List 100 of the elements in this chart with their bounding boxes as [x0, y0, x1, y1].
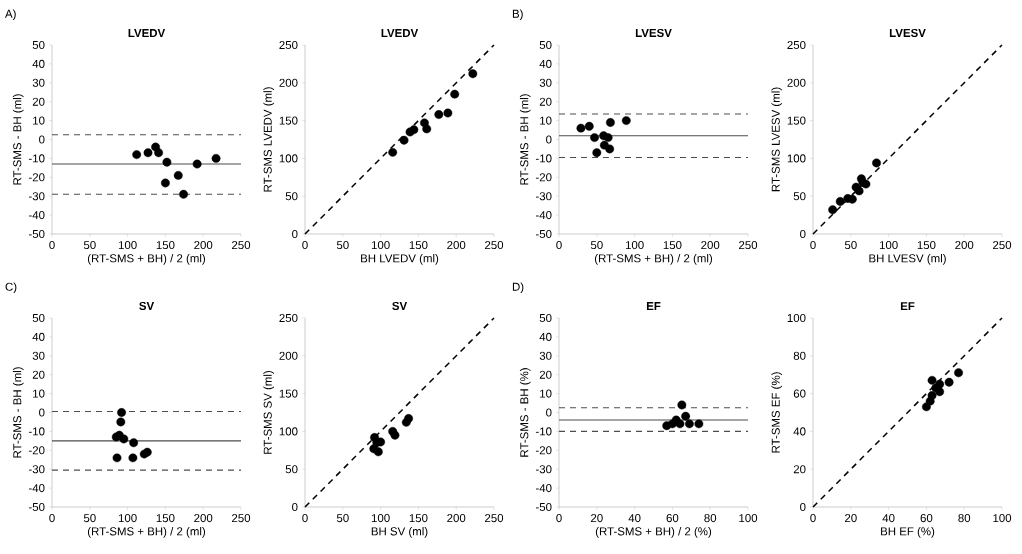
- text: B): [512, 9, 523, 21]
- y-tick-label: 0: [546, 408, 552, 417]
- y-axis-title: RT-SMS LVEDV (ml): [263, 87, 275, 192]
- y-tick-label: 50: [793, 192, 806, 201]
- x-tick-label: 50: [336, 241, 349, 250]
- x-tick-label: 100: [993, 514, 1012, 523]
- x-tick-label: 250: [993, 241, 1012, 250]
- y-tick-label: 30: [539, 351, 552, 360]
- x-axis-title: (RT-SMS + BH) / 2 (ml): [87, 253, 206, 265]
- y-tick-label: 10: [540, 116, 552, 125]
- x-tick-label: 0: [810, 514, 816, 523]
- chart-title: LVESV: [635, 28, 672, 37]
- text: D): [512, 282, 524, 294]
- y-axis-title: RT-SMS - BH (%): [519, 368, 531, 457]
- y-tick-label: 100: [787, 313, 806, 323]
- x-axis-title: BH LVEDV (ml): [361, 253, 439, 265]
- y-tick-label: -40: [535, 211, 552, 220]
- x-tick-label: 200: [194, 241, 213, 250]
- text: A): [5, 9, 16, 21]
- y-tick-label: -10: [535, 427, 552, 436]
- y-tick-label: 200: [787, 78, 806, 87]
- x-tick-label: 80: [704, 514, 717, 523]
- x-tick-label: 250: [739, 241, 758, 250]
- y-axis-title: RT-SMS - BH (ml): [12, 94, 24, 185]
- x-tick-label: 80: [958, 514, 971, 523]
- y-tick-label: 50: [285, 465, 298, 474]
- y-tick-label: 20: [539, 97, 552, 106]
- y-tick-label: 0: [39, 408, 45, 417]
- x-tick-label: 40: [628, 514, 641, 523]
- x-tick-label: 250: [485, 514, 504, 523]
- y-tick-label: -40: [28, 211, 45, 220]
- y-tick-label: -10: [535, 154, 552, 163]
- y-tick-label: 0: [546, 135, 552, 144]
- x-tick-label: 0: [302, 514, 308, 523]
- y-tick-label: 100: [279, 154, 298, 163]
- x-axis-title: (RT-SMS + BH) / 2 (ml): [87, 526, 206, 538]
- x-tick-label: 20: [845, 514, 857, 523]
- y-tick-label: -50: [535, 502, 552, 512]
- y-axis-title: RT-SMS LVESV (ml): [771, 87, 783, 192]
- x-tick-label: 50: [590, 241, 603, 250]
- x-tick-label: 50: [336, 514, 349, 523]
- x-tick-label: 20: [591, 514, 603, 523]
- chart-title: EF: [646, 302, 661, 310]
- x-tick-label: 0: [810, 241, 816, 250]
- y-tick-label: 150: [787, 116, 806, 125]
- x-axis-title: BH LVESV (ml): [869, 253, 946, 265]
- x-tick-label: 50: [83, 241, 96, 250]
- x-tick-label: 200: [955, 241, 974, 250]
- y-tick-label: 150: [279, 389, 298, 398]
- x-tick-label: 150: [663, 241, 682, 250]
- x-tick-label: 200: [701, 241, 720, 250]
- x-tick-label: 100: [118, 514, 137, 523]
- y-tick-label: 40: [539, 332, 552, 341]
- y-tick-label: 30: [32, 78, 45, 87]
- y-tick-label: -50: [535, 229, 552, 239]
- y-tick-label: 50: [32, 40, 45, 50]
- y-tick-label: 20: [539, 370, 552, 379]
- x-tick-label: 200: [194, 514, 213, 523]
- y-tick-label: 40: [32, 59, 45, 68]
- x-tick-label: 100: [739, 514, 758, 523]
- chart-title: LVEDV: [128, 29, 166, 37]
- y-tick-label: -20: [28, 446, 45, 455]
- y-tick-label: 150: [279, 116, 298, 125]
- y-tick-label: 80: [793, 351, 806, 360]
- y-axis-title: RT-SMS - BH (ml): [519, 94, 531, 185]
- text: C): [5, 282, 17, 294]
- y-tick-label: 10: [33, 116, 45, 125]
- y-tick-label: 50: [539, 313, 552, 323]
- y-tick-label: 250: [279, 313, 298, 323]
- y-tick-label: 100: [787, 154, 806, 163]
- x-tick-label: 150: [917, 241, 936, 250]
- y-tick-label: 50: [32, 313, 45, 323]
- y-tick-label: 30: [539, 78, 552, 87]
- y-tick-label: -30: [28, 465, 45, 474]
- x-tick-label: 40: [882, 514, 895, 523]
- x-axis-title: (RT-SMS + BH) / 2 (%): [595, 526, 712, 538]
- x-tick-label: 100: [118, 241, 137, 250]
- y-tick-label: 200: [279, 78, 298, 87]
- y-tick-label: 10: [540, 389, 552, 398]
- y-tick-label: 40: [32, 332, 45, 341]
- y-tick-label: 20: [32, 97, 45, 106]
- y-tick-label: 0: [39, 135, 45, 144]
- x-tick-label: 0: [556, 514, 562, 523]
- y-tick-label: -10: [28, 427, 45, 436]
- x-axis-title: BH SV (ml): [371, 526, 428, 538]
- x-tick-label: 100: [371, 241, 390, 250]
- y-tick-label: 40: [539, 59, 552, 68]
- x-tick-label: 200: [447, 241, 466, 250]
- x-tick-label: 250: [485, 241, 504, 250]
- y-tick-label: 50: [539, 40, 552, 50]
- x-tick-label: 250: [232, 241, 251, 250]
- x-tick-label: 150: [156, 241, 175, 250]
- x-tick-label: 100: [625, 241, 644, 250]
- y-tick-label: 0: [292, 229, 298, 239]
- y-tick-label: -20: [535, 173, 552, 182]
- x-tick-label: 50: [844, 241, 857, 250]
- chart-title: SV: [392, 301, 408, 310]
- y-tick-label: -50: [28, 229, 45, 239]
- y-tick-label: -40: [28, 484, 45, 493]
- y-tick-label: 100: [279, 427, 298, 436]
